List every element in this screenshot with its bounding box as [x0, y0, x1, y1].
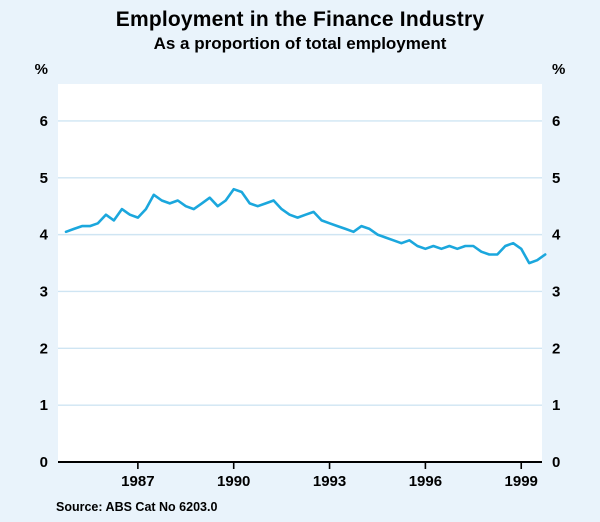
y-axis-label-right: 3 — [552, 283, 560, 300]
x-axis-label: 1999 — [505, 473, 538, 490]
data-line — [64, 187, 547, 265]
chart-subtitle: As a proportion of total employment — [153, 34, 447, 53]
x-axis-label: 1987 — [121, 473, 154, 490]
y-axis-label-left: 1 — [40, 397, 48, 414]
y-axis-label-left: 3 — [40, 283, 48, 300]
y-axis-label-right: 4 — [552, 227, 561, 244]
y-axis-label-right: 6 — [552, 113, 560, 130]
y-axis-label-right: 1 — [552, 397, 560, 414]
x-axis-label: 1990 — [217, 473, 250, 490]
line-chart: % % 0 0 1 1 2 2 3 3 4 4 5 5 6 6 1987 1990 1993 1996 1999 — [35, 61, 566, 490]
source-note: Source: ABS Cat No 6203.0 — [56, 500, 218, 514]
y-axis-label-right: 2 — [552, 340, 560, 357]
y-axis-label-left: 5 — [40, 170, 48, 187]
left-unit-label: % — [35, 61, 48, 78]
y-axis-label-left: 2 — [40, 340, 48, 357]
y-axis-label-right: 5 — [552, 170, 560, 187]
y-axis-label-left: 4 — [40, 227, 49, 244]
chart-title: Employment in the Finance Industry — [115, 8, 485, 31]
y-axis-label-right: 0 — [552, 454, 560, 471]
x-axis-label: 1996 — [409, 473, 442, 490]
plot-area — [58, 84, 542, 462]
y-axis-label-left: 0 — [40, 454, 48, 471]
right-unit-label: % — [552, 61, 565, 78]
x-axis-label: 1993 — [313, 473, 346, 490]
y-axis-label-left: 6 — [40, 113, 48, 130]
